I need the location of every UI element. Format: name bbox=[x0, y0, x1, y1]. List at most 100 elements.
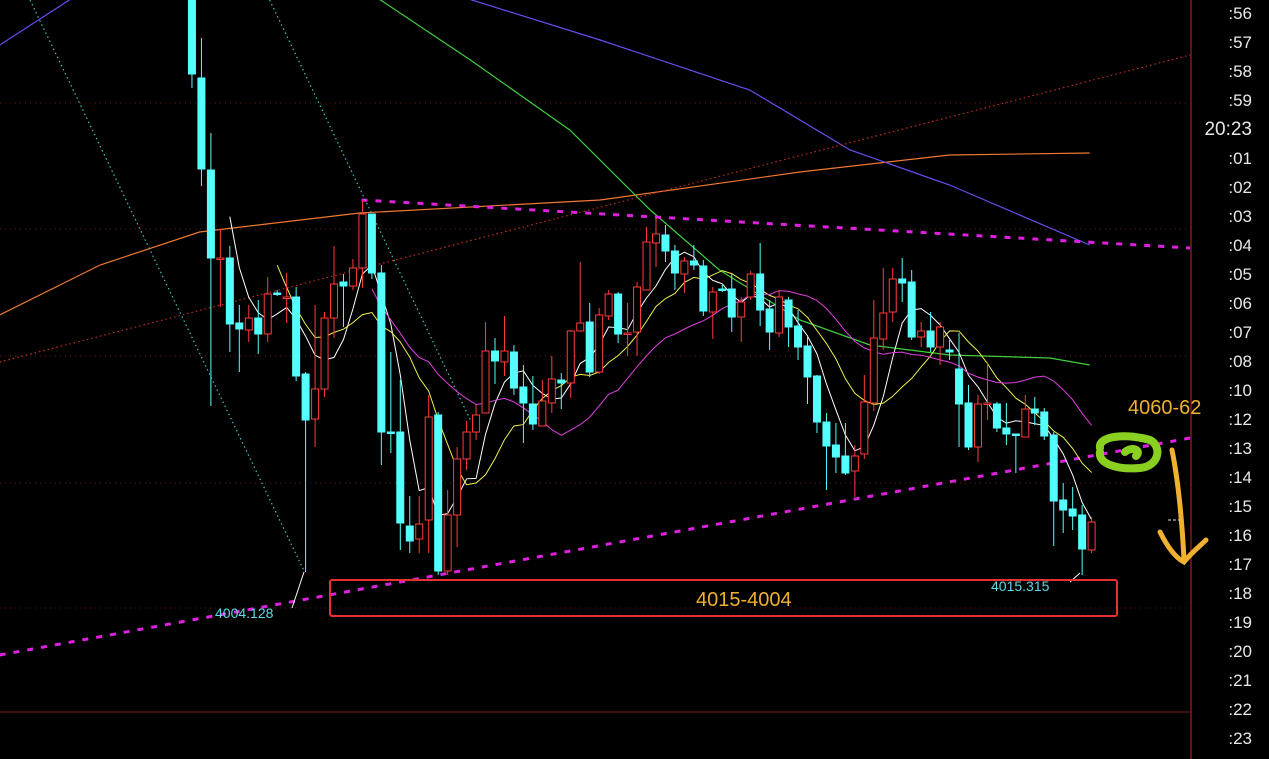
candle bbox=[604, 290, 613, 320]
candle bbox=[775, 290, 784, 337]
candle-body bbox=[595, 314, 604, 373]
time-axis-label: :23 bbox=[1228, 729, 1252, 748]
trend-line bbox=[0, 436, 1191, 657]
support-zone-box bbox=[329, 579, 1118, 617]
moving-average-line bbox=[0, 152, 1090, 316]
candle-body bbox=[680, 260, 689, 275]
candle bbox=[841, 423, 850, 475]
candle bbox=[860, 375, 869, 459]
time-axis-label: :01 bbox=[1228, 149, 1252, 168]
candle bbox=[273, 290, 282, 296]
candle-body bbox=[1030, 408, 1039, 414]
candle bbox=[633, 282, 642, 356]
candle bbox=[869, 300, 878, 411]
candle-body bbox=[396, 431, 405, 524]
candle-body bbox=[528, 403, 537, 425]
candle-body bbox=[775, 296, 784, 334]
time-axis-label: 20:23 bbox=[1204, 119, 1252, 140]
candle-body bbox=[727, 288, 736, 318]
candle bbox=[936, 322, 945, 365]
candle bbox=[528, 376, 537, 430]
down-arrow-annotation bbox=[1157, 447, 1209, 566]
candle-body bbox=[860, 401, 869, 455]
time-axis-label: :03 bbox=[1228, 207, 1252, 226]
candle-body bbox=[547, 378, 556, 404]
candle-body bbox=[585, 321, 594, 373]
candle-body bbox=[955, 368, 964, 405]
candle-body bbox=[1049, 434, 1058, 502]
candle bbox=[1021, 395, 1030, 438]
time-axis-label: :02 bbox=[1228, 178, 1252, 197]
time-axis-label: :06 bbox=[1228, 294, 1252, 313]
time-axis-label: :05 bbox=[1228, 265, 1252, 284]
candle-body bbox=[320, 317, 329, 390]
low-price-label: 4015.315 bbox=[991, 578, 1050, 594]
candle-body bbox=[936, 326, 945, 348]
candle-body bbox=[519, 386, 528, 404]
candle-body bbox=[898, 278, 907, 284]
candle bbox=[206, 133, 215, 406]
candle bbox=[1059, 483, 1068, 533]
candle-body bbox=[339, 281, 348, 287]
candle-body bbox=[983, 402, 992, 405]
candle bbox=[945, 340, 954, 360]
candle-body bbox=[405, 525, 414, 542]
candle bbox=[377, 265, 386, 465]
candle bbox=[367, 213, 376, 279]
candle-body bbox=[424, 416, 433, 521]
candle-body bbox=[907, 281, 916, 338]
candle bbox=[263, 277, 272, 342]
candle bbox=[481, 322, 490, 414]
candle-body bbox=[699, 265, 708, 312]
candle bbox=[907, 270, 916, 340]
candle-body bbox=[689, 260, 698, 266]
low-pointer bbox=[291, 571, 305, 609]
candle bbox=[339, 274, 348, 327]
candle bbox=[453, 447, 462, 547]
candle-body bbox=[538, 400, 547, 427]
candle-body bbox=[367, 213, 376, 274]
candle-body bbox=[964, 402, 973, 448]
candle-body bbox=[831, 444, 840, 458]
candle bbox=[462, 421, 471, 470]
time-axis-label: :12 bbox=[1228, 410, 1252, 429]
candle-body bbox=[973, 403, 982, 448]
candle bbox=[699, 260, 708, 316]
candle-body bbox=[822, 421, 831, 447]
candle bbox=[661, 225, 670, 262]
candle bbox=[670, 245, 679, 290]
candle-body bbox=[1011, 433, 1020, 436]
candle bbox=[746, 271, 755, 300]
candles bbox=[187, 0, 1096, 575]
candle-body bbox=[358, 213, 367, 269]
candle bbox=[443, 490, 452, 575]
candle bbox=[557, 373, 566, 409]
candle-body bbox=[216, 257, 225, 260]
candle bbox=[585, 303, 594, 377]
time-axis-label: :17 bbox=[1228, 555, 1252, 574]
candle-body bbox=[292, 296, 301, 377]
low-price-label: 4004.128 bbox=[215, 605, 274, 621]
time-axis-label: :07 bbox=[1228, 323, 1252, 342]
candle-body bbox=[462, 431, 471, 460]
candle bbox=[235, 305, 244, 372]
candle-body bbox=[869, 337, 878, 404]
candle-body bbox=[254, 317, 263, 335]
candle bbox=[216, 229, 225, 307]
candle-body bbox=[263, 293, 272, 335]
candle bbox=[519, 365, 528, 443]
time-axis-label: :18 bbox=[1228, 584, 1252, 603]
time-axis-label: :15 bbox=[1228, 497, 1252, 516]
candle-body bbox=[926, 330, 935, 348]
candle bbox=[708, 287, 717, 339]
time-axis-label: :08 bbox=[1228, 352, 1252, 371]
candle bbox=[926, 312, 935, 352]
candle-body bbox=[490, 350, 499, 362]
candle bbox=[794, 310, 803, 360]
candle bbox=[282, 273, 291, 323]
candle bbox=[964, 385, 973, 450]
candle-body bbox=[443, 514, 452, 572]
candle-body bbox=[765, 308, 774, 333]
candle-body bbox=[509, 351, 518, 389]
